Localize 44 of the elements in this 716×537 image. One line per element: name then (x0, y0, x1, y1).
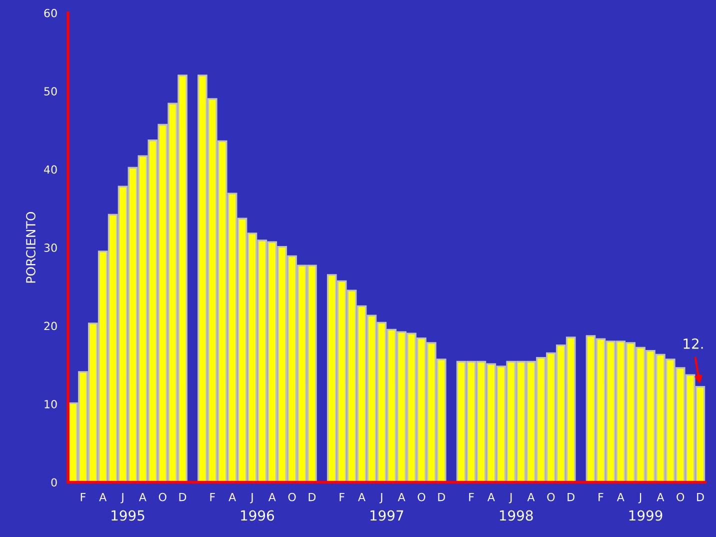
y-tick-label: 30 (44, 244, 57, 252)
y-tick-label: 0 (51, 478, 57, 487)
x-tick-label: A (138, 492, 146, 502)
x-tick-label: A (398, 492, 406, 502)
x-tick-label: J (508, 492, 512, 504)
x-tick-label: D (308, 492, 316, 502)
x-tick-label: A (268, 492, 276, 502)
x-tick-label: A (358, 492, 366, 502)
y-tick-label: 20 (44, 322, 57, 330)
x-tick-label: O (158, 492, 166, 502)
x-tick-label: J (638, 492, 642, 504)
x-tick-label: D (438, 492, 446, 502)
x-tick-label: O (418, 492, 426, 502)
x-tick-label: O (676, 492, 684, 502)
y-tick-label: 10 (44, 400, 57, 408)
y-tick-label: 60 (44, 8, 57, 18)
x-tick-label: F (598, 492, 604, 502)
text: 1997 (370, 510, 404, 521)
x-tick-label: F (210, 492, 215, 502)
y-axis-title: PORCIENTO (26, 212, 36, 283)
x-tick-label: J (120, 492, 124, 504)
x-tick-label: F (469, 492, 474, 502)
x-tick-label: O (547, 492, 555, 502)
x-tick-label: A (527, 492, 535, 502)
x-tick-label: J (379, 492, 382, 504)
x-tick-label: A (487, 492, 495, 502)
x-tick-label: D (179, 492, 186, 502)
x-tick-label: F (80, 492, 86, 502)
text: 1996 (241, 510, 274, 521)
x-tick-label: A (656, 492, 664, 502)
x-tick-label: A (616, 492, 624, 502)
x-tick-label: D (568, 492, 574, 502)
x-tick-label: D (697, 492, 704, 502)
y-tick-label: 40 (44, 165, 57, 174)
annotation: 12. (684, 338, 703, 349)
x-tick-label: F (340, 492, 344, 502)
text: 1999 (629, 510, 662, 521)
text: 1995 (112, 510, 144, 521)
x-tick-label: J (250, 492, 253, 504)
x-tick-label: A (228, 492, 236, 502)
x-tick-label: A (99, 492, 107, 502)
x-tick-label: O (288, 492, 296, 502)
text: 1998 (500, 510, 533, 521)
y-tick-label: 50 (44, 87, 57, 96)
